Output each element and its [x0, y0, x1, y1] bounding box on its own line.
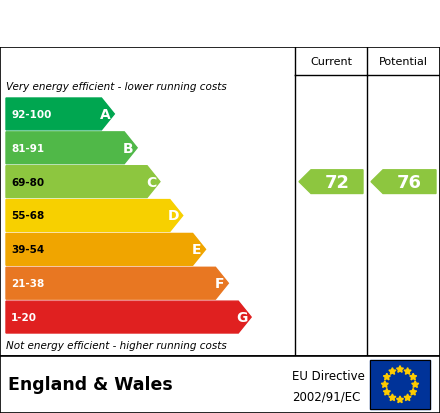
Text: 76: 76 [397, 173, 422, 191]
Polygon shape [389, 394, 396, 401]
Polygon shape [410, 389, 417, 395]
Text: F: F [215, 277, 224, 290]
Polygon shape [396, 366, 403, 373]
Polygon shape [6, 166, 160, 198]
Polygon shape [404, 368, 411, 375]
Text: Not energy efficient - higher running costs: Not energy efficient - higher running co… [6, 340, 227, 350]
Polygon shape [6, 301, 251, 333]
Polygon shape [410, 373, 417, 380]
Polygon shape [6, 99, 114, 131]
Text: Energy Efficiency Rating: Energy Efficiency Rating [11, 15, 299, 35]
Text: A: A [100, 108, 111, 122]
Text: 92-100: 92-100 [11, 110, 51, 120]
Polygon shape [371, 171, 436, 194]
Polygon shape [404, 394, 411, 401]
Text: 2002/91/EC: 2002/91/EC [292, 389, 360, 402]
Text: Current: Current [310, 57, 352, 67]
Polygon shape [6, 234, 205, 266]
Text: 81-91: 81-91 [11, 143, 44, 153]
Polygon shape [299, 171, 363, 194]
Text: C: C [146, 175, 156, 189]
Text: 69-80: 69-80 [11, 177, 44, 187]
Text: EU Directive: EU Directive [292, 370, 365, 382]
Text: B: B [123, 141, 133, 155]
Polygon shape [6, 133, 137, 164]
Bar [370, 360, 430, 409]
Text: 55-68: 55-68 [11, 211, 44, 221]
Text: 1-20: 1-20 [11, 312, 37, 322]
Text: Potential: Potential [379, 57, 428, 67]
Text: G: G [236, 310, 248, 324]
Polygon shape [389, 368, 396, 375]
Polygon shape [383, 389, 390, 395]
Polygon shape [383, 373, 390, 380]
Polygon shape [6, 200, 183, 232]
Text: 21-38: 21-38 [11, 278, 44, 289]
Polygon shape [412, 381, 419, 387]
Text: 72: 72 [324, 173, 349, 191]
Bar [370, 360, 430, 409]
Text: D: D [168, 209, 180, 223]
Text: Very energy efficient - lower running costs: Very energy efficient - lower running co… [6, 82, 227, 92]
Polygon shape [381, 381, 389, 387]
Text: England & Wales: England & Wales [8, 375, 173, 394]
Polygon shape [396, 396, 403, 403]
Polygon shape [6, 268, 228, 299]
Text: 39-54: 39-54 [11, 245, 44, 255]
Text: E: E [192, 243, 201, 257]
